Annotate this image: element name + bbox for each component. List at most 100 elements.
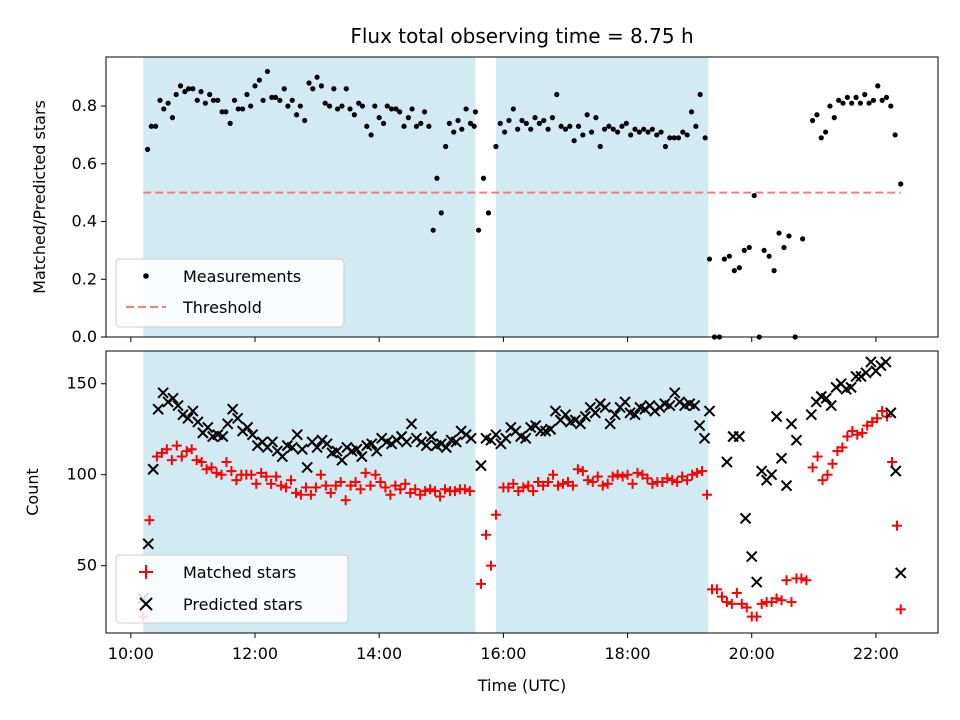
measurement-point [800,236,806,242]
predicted-star-point [664,399,676,412]
measurement-point [888,103,894,109]
measurement-point [497,120,503,126]
measurement-point [840,100,846,106]
measurement-point [198,89,204,95]
measurement-point [641,126,647,132]
predicted-star-point [609,408,621,421]
measurement-point [814,112,820,118]
predicted-star-point [520,432,532,445]
x-axis-label: Time (UTC) [477,676,566,695]
matched-star-point [380,482,391,493]
measurement-point [649,126,655,132]
measurement-point [318,83,325,89]
predicted-star-point [246,428,259,441]
measurement-point [866,100,872,106]
measurement-point [434,175,440,181]
x-tick-label: 22:00 [853,644,899,663]
measurement-point [827,103,833,109]
measurement-point [619,123,625,129]
measurement-point [413,123,420,129]
predicted-star-point [746,550,758,563]
measurement-point [875,83,881,89]
measurement-point [818,135,824,141]
measurement-point [510,106,516,112]
matched-star-point [196,456,207,467]
predicted-star-point [172,399,184,412]
predicted-star-point [559,408,572,421]
threshold-legend-label: Threshold [182,298,262,317]
matched-star-point [508,478,519,489]
measurement-point [746,244,752,251]
measurement-point [485,210,492,216]
measurement-point [680,129,686,135]
matched-star-point [776,595,787,606]
predicted-star-point [420,439,433,452]
measurement-point [809,117,816,124]
measurement-point [697,91,703,98]
measurement-point [628,132,634,138]
predicted-star-point [147,463,159,475]
measurement-point [781,244,787,251]
predicted-star-point [820,392,832,405]
measurement-point [281,86,287,92]
matched-star-point [711,584,722,595]
matched-star-point [887,456,898,467]
measurement-point [310,86,316,92]
measurement-point [684,132,690,138]
matched-star-point [161,444,172,455]
predicted-star-point [351,443,363,455]
measurement-point [870,97,877,103]
matched-star-point [801,575,812,586]
predicted-star-point [276,450,289,463]
matched-star-point [171,440,182,451]
matched-star-point [181,446,192,457]
matched-star-point [842,431,853,442]
measurement-point [153,123,159,129]
matched-star-point [261,471,272,482]
predicted-star-point [286,441,298,454]
matched-star-point [191,455,202,466]
measurement-point [597,143,603,150]
ratio-ylabel: Matched/Predicted stars [30,100,49,294]
matched-star-point [335,476,346,487]
measurement-point [248,103,254,109]
measurement-point [580,132,586,138]
matched-star-point [647,478,658,489]
predicted-star-point [885,407,897,419]
measurement-point [322,100,328,106]
matched-star-point [892,520,903,531]
predicted-star-point [825,399,837,412]
measurement-point [831,115,837,121]
measurement-point [148,123,154,129]
matched-star-point [617,471,628,482]
predicted-star-point [574,418,587,430]
matched-star-point [420,486,431,497]
matched-star-point [325,487,336,498]
measurement-point [393,106,399,112]
predicted-star-point [221,418,234,430]
matched-star-point [480,529,491,540]
measurement-point [523,120,529,126]
predicted-star-point [765,469,778,481]
y-tick-label: 150 [66,374,97,393]
measurement-point [269,94,275,101]
measurement-point [182,89,188,95]
matched-star-point [786,597,797,608]
measurement-point [219,109,225,115]
predicted-star-point [733,430,746,443]
measurement-point [389,106,395,112]
measurement-point [351,112,357,118]
measurement-point [558,123,564,129]
x-tick-label: 14:00 [356,644,402,663]
predicted-star-point [142,538,154,550]
matched-star-point [602,478,613,489]
matched-star-point [281,482,292,493]
matched-star-point [186,444,197,455]
matched-star-point [726,598,737,609]
matched-star-point [425,484,436,495]
matched-star-point [370,469,381,480]
measurement-point [297,103,303,109]
measurement-point [185,86,192,92]
measurement-point [314,74,320,80]
